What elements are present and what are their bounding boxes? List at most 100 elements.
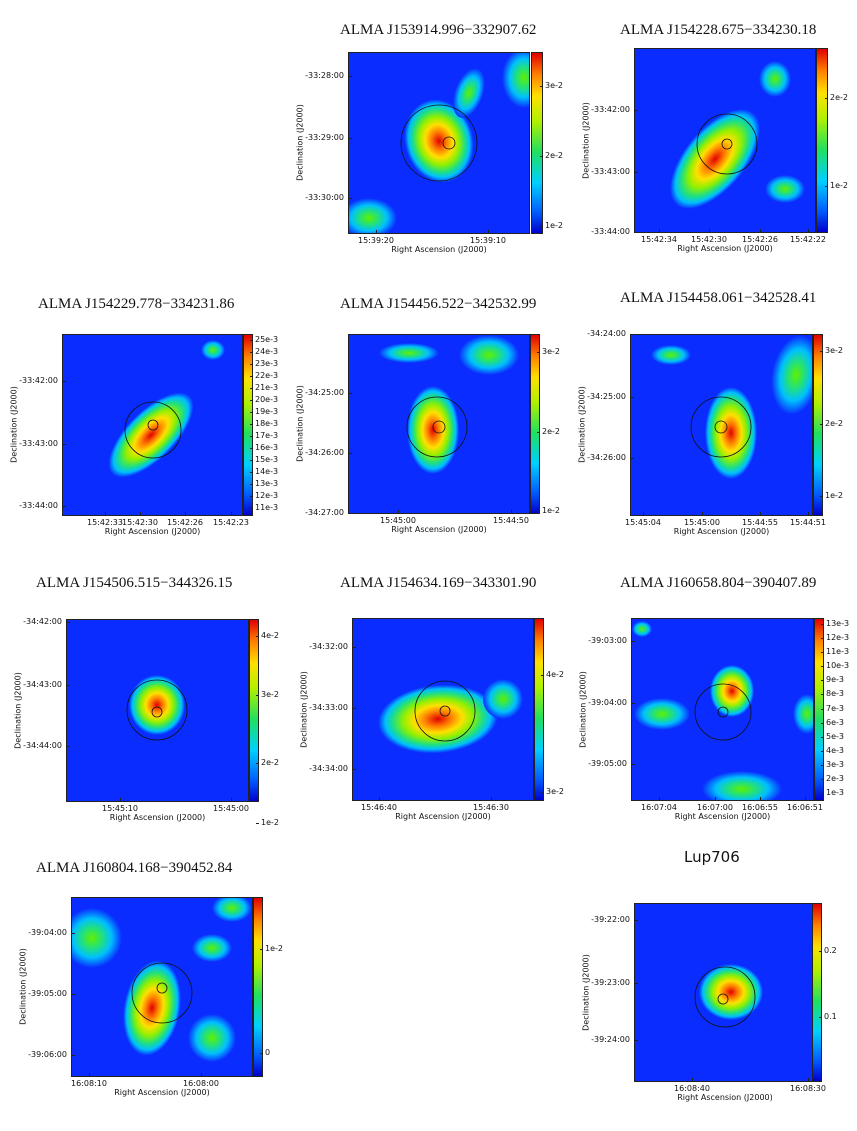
colorbar-tick-mark (250, 484, 253, 485)
x-tick-mark (105, 512, 106, 516)
y-axis-label: Declination (J2000) (295, 104, 305, 181)
source-position-marker (714, 420, 728, 434)
y-tick-label: -39:24:00 (591, 1035, 630, 1044)
x-tick-label: 15:44:55 (742, 518, 778, 527)
colorbar-tick-label: 1e-3 (826, 788, 844, 797)
emission-blob (670, 109, 760, 209)
y-tick-mark (66, 622, 70, 623)
colorbar-tick-mark (250, 340, 253, 341)
y-tick-label: -39:06:00 (28, 1050, 67, 1059)
emission-blob (192, 934, 232, 962)
colorbar-tick-label: 3e-2 (545, 81, 563, 90)
beam-circle (400, 104, 478, 182)
colorbar-tick-mark (541, 675, 544, 676)
colorbar-tick-label: 5e-3 (826, 731, 844, 741)
panel-title: ALMA J153914.996−332907.62 (340, 22, 537, 38)
y-axis-label: Declination (J2000) (295, 385, 305, 462)
intensity-map (634, 48, 816, 233)
y-tick-mark (348, 138, 352, 139)
y-tick-label: -34:26:00 (587, 453, 626, 462)
colorbar-tick-mark (819, 951, 822, 952)
x-axis-label: Right Ascension (J2000) (391, 525, 487, 534)
y-tick-mark (71, 994, 75, 995)
intensity-map (630, 334, 813, 516)
x-tick-label: 15:39:10 (470, 236, 506, 245)
y-tick-label: -34:33:00 (309, 703, 348, 712)
colorbar-tick-mark (825, 98, 828, 99)
x-tick-mark (488, 230, 489, 234)
x-tick-label: 15:46:40 (361, 803, 397, 812)
colorbar-tick-label: 1e-2 (542, 506, 560, 515)
colorbar (812, 903, 822, 1082)
colorbar-tick-label: 23e-3 (255, 359, 279, 368)
colorbar-tick-mark (250, 436, 253, 437)
y-tick-label: -34:26:00 (305, 448, 344, 457)
colorbar-tick-mark (821, 666, 824, 668)
source-position-marker (151, 706, 163, 718)
colorbar-tick-label: 16e-3 (255, 443, 279, 452)
y-tick-label: -34:24:00 (587, 329, 626, 338)
colorbar-tick-mark (250, 388, 253, 389)
colorbar (249, 619, 259, 802)
emission-blob (378, 684, 498, 754)
y-tick-label: -39:03:00 (588, 636, 627, 645)
x-tick-mark (715, 797, 716, 801)
colorbar-tick-mark (821, 680, 824, 682)
y-axis-label: Declination (J2000) (581, 101, 591, 179)
colorbar-tick-mark (821, 793, 824, 794)
x-tick-label: 16:08:30 (790, 1084, 826, 1093)
emission-blob (407, 386, 459, 474)
panel-title: ALMA J160658.804−390407.89 (620, 575, 817, 591)
x-tick-mark (760, 797, 761, 801)
intensity-map (352, 618, 534, 801)
panel-title: ALMA J154634.169−343301.90 (340, 575, 537, 591)
y-tick-label: -34:25:00 (587, 392, 626, 401)
x-tick-label: 15:42:30 (122, 518, 158, 527)
colorbar-tick-label: 14e-3 (255, 467, 279, 476)
colorbar-tick-label: 2e-3 (826, 773, 844, 783)
y-tick-label: -39:22:00 (591, 915, 630, 924)
x-tick-mark (659, 229, 660, 233)
colorbar-tick-mark (825, 186, 828, 187)
colorbar-tick-label: 4e-2 (546, 670, 564, 679)
y-tick-mark (352, 769, 356, 770)
source-position-marker (439, 705, 451, 717)
emission-blob (710, 665, 754, 717)
emission-blob (453, 68, 485, 118)
emission-blob (702, 771, 782, 800)
colorbar-tick-label: 1e-2 (265, 944, 283, 953)
x-tick-mark (376, 230, 377, 234)
beam-circle (406, 396, 468, 458)
x-tick-label: 15:45:04 (625, 518, 661, 527)
x-axis-label: Right Ascension (J2000) (677, 244, 773, 253)
colorbar-tick-mark (821, 652, 824, 654)
colorbar-tick-mark (256, 763, 259, 764)
x-tick-label: 16:06:51 (787, 803, 823, 812)
x-tick-label: 15:39:20 (358, 236, 394, 245)
emission-blob (349, 198, 397, 233)
x-tick-mark (140, 512, 141, 516)
colorbar-tick-mark (250, 448, 253, 449)
colorbar-tick-label: 24e-3 (255, 347, 279, 356)
colorbar-tick-mark (821, 736, 824, 738)
colorbar-tick-mark (821, 750, 824, 752)
y-tick-label: -33:43:00 (19, 439, 58, 448)
colorbar-tick-mark (260, 1053, 263, 1054)
x-tick-mark (231, 512, 232, 516)
emission-blob (379, 343, 439, 363)
x-tick-mark (231, 798, 232, 802)
x-tick-mark (511, 510, 512, 514)
colorbar-tick-label: 21e-3 (255, 383, 279, 392)
colorbar-tick-label: 0 (265, 1048, 271, 1057)
colorbar-tick-mark (537, 432, 540, 433)
x-tick-label: 15:42:22 (790, 235, 826, 244)
y-tick-label: -34:43:00 (23, 680, 62, 689)
y-axis-label: Declination (J2000) (13, 671, 23, 749)
intensity-map (348, 334, 530, 514)
emission-blob (771, 335, 812, 415)
emission-blob (793, 694, 813, 734)
colorbar-tick-label: 12e-3 (255, 491, 279, 500)
y-tick-mark (66, 685, 70, 686)
beam-circle (131, 962, 193, 1024)
colorbar (243, 334, 253, 516)
